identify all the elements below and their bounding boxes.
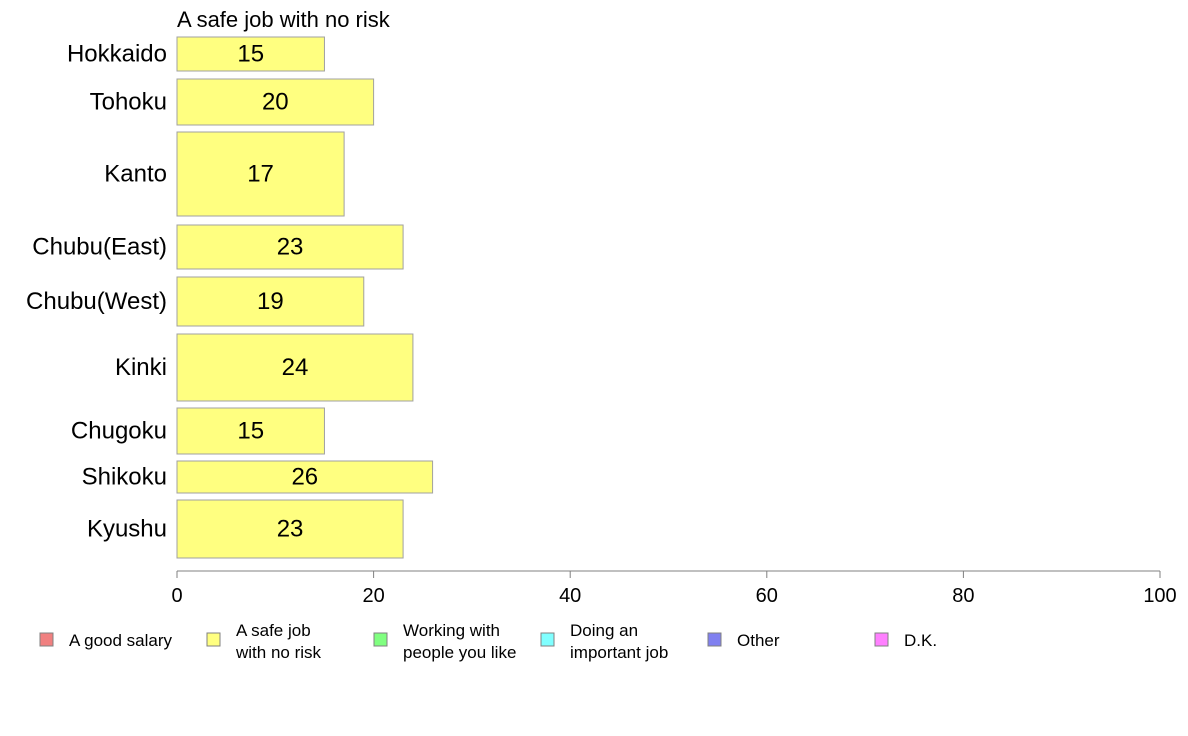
category-label: Kinki	[115, 354, 167, 381]
value-label: 17	[247, 161, 274, 188]
bar-chubu-east-	[176, 224, 404, 270]
bars-group: Hokkaido 15 Tohoku 20 Kanto 17 Chubu(East) 23 Ch…	[26, 36, 434, 559]
legend-item: A good salary	[39, 631, 173, 650]
legend-swatch	[707, 632, 722, 647]
bar-kinki	[176, 333, 414, 402]
legend-item: D.K.	[874, 631, 937, 650]
legend-label: A safe job with no risk	[235, 621, 322, 662]
category-label: Chugoku	[71, 418, 167, 445]
legend-swatch	[206, 632, 221, 647]
x-tick-label: 80	[952, 585, 974, 607]
bar-shikoku	[176, 460, 434, 494]
legend-item: A safe job with no risk	[206, 621, 322, 662]
bar-chubu-west-	[176, 276, 365, 327]
category-label: Tohoku	[90, 89, 167, 116]
value-label: 15	[237, 418, 264, 445]
category-label: Kyushu	[87, 516, 167, 543]
legend-label: Working with people you like	[403, 621, 516, 662]
chart-title: A safe job with no risk	[177, 7, 391, 32]
bar-tohoku	[176, 78, 375, 126]
category-label: Hokkaido	[67, 41, 167, 68]
x-tick-label: 100	[1143, 585, 1176, 607]
x-tick-label: 20	[362, 585, 384, 607]
bar-kanto	[176, 131, 345, 217]
category-label: Shikoku	[82, 464, 167, 491]
bar-chugoku	[176, 407, 325, 455]
value-label: 26	[291, 464, 318, 491]
bar-hokkaido	[176, 36, 325, 72]
legend-item: Working with people you like	[373, 621, 516, 662]
legend-swatch	[373, 632, 388, 647]
legend-label: Other	[737, 631, 780, 650]
legend-item: Other	[707, 631, 780, 650]
value-label: 23	[277, 234, 304, 261]
value-label: 19	[257, 288, 284, 315]
legend: A good salary A safe job with no risk Worki…	[39, 621, 937, 662]
value-label: 20	[262, 89, 289, 116]
legend-swatch	[39, 632, 54, 647]
category-label: Chubu(East)	[32, 234, 167, 261]
x-axis: 0 20 40 60 80 100	[171, 570, 1177, 607]
legend-label: A good salary	[69, 631, 173, 650]
legend-swatch	[874, 632, 889, 647]
x-tick-label: 40	[559, 585, 581, 607]
legend-label: D.K.	[904, 631, 937, 650]
value-label: 23	[277, 516, 304, 543]
category-label: Chubu(West)	[26, 288, 167, 315]
value-label: 24	[282, 354, 309, 381]
category-label: Kanto	[104, 161, 167, 188]
bar-kyushu	[176, 499, 404, 559]
legend-swatch	[540, 632, 555, 647]
legend-label: Doing an important job	[570, 621, 668, 662]
x-tick-label: 60	[756, 585, 778, 607]
legend-item: Doing an important job	[540, 621, 668, 662]
x-tick-label: 0	[171, 585, 182, 607]
value-label: 15	[237, 41, 264, 68]
